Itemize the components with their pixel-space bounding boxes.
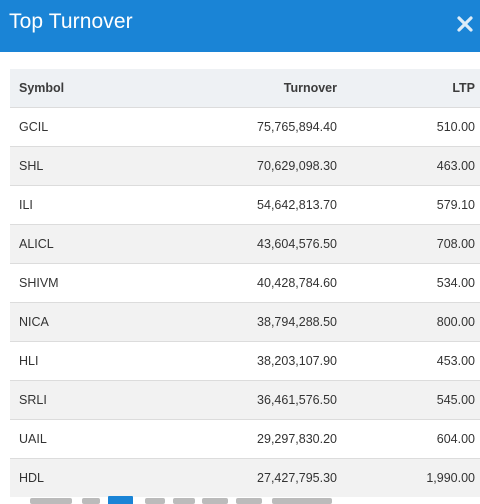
cell-ltp: 604.00 (337, 419, 480, 459)
pagination-next[interactable] (272, 498, 332, 504)
cell-turnover: 38,794,288.50 (159, 302, 337, 342)
cell-symbol: UAIL (10, 419, 159, 459)
cell-turnover: 27,427,795.30 (257, 470, 337, 485)
column-header-turnover[interactable]: Turnover (159, 69, 337, 108)
table-row[interactable]: NICA 38,794,288.50 800.00 (10, 302, 480, 342)
cell-ltp: 510.00 (337, 107, 480, 147)
pagination-active-page[interactable] (108, 496, 133, 504)
cell-symbol: SRLI (10, 380, 159, 420)
pagination-prev[interactable] (30, 498, 72, 504)
cell-ltp: 545.00 (337, 380, 480, 420)
pagination-item[interactable] (145, 498, 165, 504)
table-row[interactable]: HLI 38,203,107.90 453.00 (10, 341, 480, 381)
cell-symbol: GCIL (10, 107, 159, 147)
pagination-item[interactable] (173, 498, 195, 504)
table-row[interactable]: UAIL 29,297,830.20 604.00 (10, 419, 480, 459)
cell-ltp: 800.00 (337, 302, 480, 342)
cell-ltp: 579.10 (337, 185, 480, 225)
close-icon (457, 16, 473, 32)
cell-ltp: 463.00 (337, 146, 480, 186)
table-row[interactable]: SHIVM 40,428,784.60 534.00 (10, 263, 480, 303)
pagination-item[interactable] (236, 498, 262, 504)
turnover-table: Symbol Turnover LTP GCIL 75,765,894.40 5… (10, 69, 480, 497)
cell-turnover: 70,629,098.30 (159, 146, 337, 186)
modal-header: Top Turnover (0, 0, 480, 52)
cell-symbol: HLI (10, 341, 159, 381)
table-row[interactable]: SHL 70,629,098.30 463.00 (10, 146, 480, 186)
cell-ltp: 1,990.00 (426, 470, 475, 485)
turnover-table-container: Symbol Turnover LTP GCIL 75,765,894.40 5… (10, 69, 480, 497)
cell-ltp: 453.00 (337, 341, 480, 381)
cell-symbol: ALICL (10, 224, 159, 264)
table-row[interactable]: SRLI 36,461,576.50 545.00 (10, 380, 480, 420)
pagination-item[interactable] (202, 498, 228, 504)
cell-turnover: 40,428,784.60 (159, 263, 337, 303)
table-row[interactable]: GCIL 75,765,894.40 510.00 (10, 107, 480, 147)
cell-symbol: SHIVM (10, 263, 159, 303)
cell-turnover: 38,203,107.90 (159, 341, 337, 381)
close-button[interactable] (454, 12, 476, 36)
cell-symbol: ILI (10, 185, 159, 225)
pagination-item[interactable] (82, 498, 100, 504)
cell-ltp: 708.00 (337, 224, 480, 264)
cell-turnover: 54,642,813.70 (159, 185, 337, 225)
table-row[interactable]: HDL 27,427,795.30 1,990.00 (10, 458, 480, 497)
cell-symbol: HDL (19, 470, 45, 485)
column-header-ltp[interactable]: LTP (337, 69, 480, 108)
cell-symbol: NICA (10, 302, 159, 342)
table-row[interactable]: ILI 54,642,813.70 579.10 (10, 185, 480, 225)
cell-ltp: 534.00 (337, 263, 480, 303)
table-row[interactable]: ALICL 43,604,576.50 708.00 (10, 224, 480, 264)
cell-symbol: SHL (10, 146, 159, 186)
cell-turnover: 36,461,576.50 (159, 380, 337, 420)
table-header-row: Symbol Turnover LTP (10, 69, 480, 108)
cell-turnover: 75,765,894.40 (159, 107, 337, 147)
modal-title: Top Turnover (9, 10, 133, 33)
column-header-symbol[interactable]: Symbol (10, 69, 159, 108)
cell-turnover: 29,297,830.20 (159, 419, 337, 459)
cell-turnover: 43,604,576.50 (159, 224, 337, 264)
